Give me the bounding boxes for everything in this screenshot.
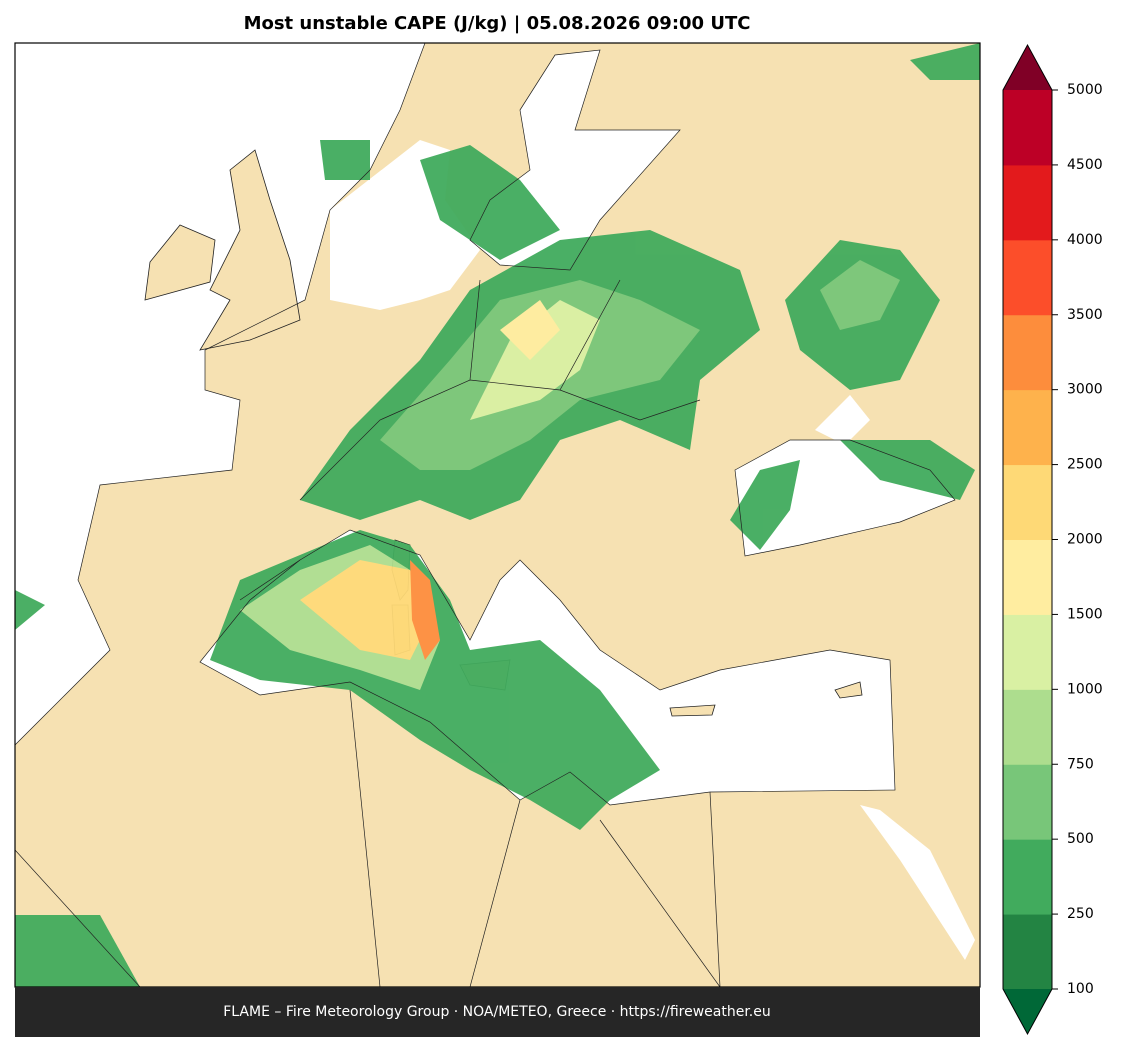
colorbar-segment (1003, 90, 1052, 166)
colorbar-under (1003, 989, 1052, 1034)
colorbar-segment (1003, 314, 1052, 391)
title: Most unstable CAPE (J/kg) | 05.08.2026 0… (244, 13, 751, 34)
colorbar-tick-label: 3000 (1067, 382, 1103, 398)
colorbar-tick-label: 100 (1067, 981, 1094, 997)
colorbar-segment (1003, 464, 1052, 540)
colorbar-segment (1003, 389, 1052, 466)
footer-bar (15, 987, 980, 1037)
colorbar-tick-label: 2000 (1067, 532, 1103, 548)
colorbar-segment (1003, 164, 1052, 241)
colorbar-tick-label: 2500 (1067, 457, 1103, 473)
colorbar-segment (1003, 839, 1052, 915)
cape-field (15, 43, 980, 987)
colorbar-tick-label: 250 (1067, 906, 1094, 922)
colorbar-tick-label: 5000 (1067, 82, 1103, 98)
colorbar-tick-label: 1000 (1067, 681, 1103, 697)
colorbar-tick-label: 750 (1067, 756, 1094, 772)
colorbar-tick-label: 4500 (1067, 157, 1103, 173)
colorbar-segment (1003, 689, 1052, 765)
colorbar-over (1003, 45, 1052, 90)
colorbar-segment (1003, 239, 1052, 316)
colorbar-segment (1003, 614, 1052, 690)
map (14, 42, 981, 988)
colorbar-tick-label: 3500 (1067, 307, 1103, 323)
colorbar: 100 250 500 750 1000 1500 2000 2500 3000 3500 4000… (1002, 43, 1103, 1036)
colorbar-tick-label: 4000 (1067, 232, 1103, 248)
borders (15, 43, 956, 987)
colorbar-tick-label: 500 (1067, 831, 1094, 847)
colorbar-segment (1003, 914, 1052, 990)
colorbar-tick-label: 1500 (1067, 606, 1103, 622)
colorbar-segment (1003, 764, 1052, 840)
colorbar-segment (1003, 539, 1052, 615)
footer: FLAME – Fire Meteorology Group · NOA/MET… (223, 1004, 771, 1020)
